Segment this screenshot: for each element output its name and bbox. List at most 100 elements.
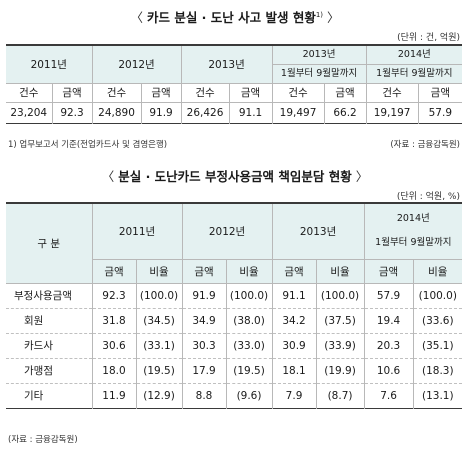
- table1-col-count-2011: 건수: [6, 82, 52, 102]
- table2-cell: (8.7): [315, 382, 365, 408]
- table2-cell: 8.8: [181, 382, 227, 408]
- table1-title-footnote-mark: 1): [315, 10, 324, 19]
- table2-cell: 7.9: [271, 382, 317, 408]
- table1-year-2013: 2013년: [180, 44, 273, 83]
- table2-cell: (38.0): [225, 307, 273, 333]
- table2-cell: 7.6: [363, 382, 414, 408]
- table2-col-ratio-2011: 비율: [135, 258, 183, 283]
- table2-cell: 57.9: [363, 282, 414, 308]
- table2-cell: (18.3): [412, 357, 463, 383]
- table2-cell: (100.0): [135, 282, 183, 308]
- table2-year-2014-partial-period: 1월부터 9월말까지: [375, 237, 452, 249]
- table2-cell: (13.1): [412, 382, 463, 408]
- left-angle-icon: 〈: [101, 169, 115, 184]
- table2-cell: (35.1): [412, 332, 463, 358]
- table2-col-ratio-2012: 비율: [225, 258, 273, 283]
- table2-year-2014-partial-year: 2014년: [396, 213, 430, 225]
- table1-year-2014-partial-period: 1월부터 9월말까지: [367, 63, 463, 81]
- table2-cell: (19.5): [135, 357, 183, 383]
- table2-cell: 10.6: [363, 357, 414, 383]
- table2-cell: (19.5): [225, 357, 273, 383]
- table2-cell: 92.3: [91, 282, 136, 308]
- table2-cell: 18.1: [271, 357, 317, 383]
- table1-col-amount-2014p: 금액: [417, 82, 463, 102]
- table2-cell: 30.3: [181, 332, 227, 358]
- table2-cell: (100.0): [225, 282, 273, 308]
- table1-col-count-2013p: 건수: [271, 82, 325, 102]
- table2-cell: (37.5): [315, 307, 365, 333]
- table2-cell: 30.9: [271, 332, 317, 358]
- table2-cell: 34.9: [181, 307, 227, 333]
- table1-cell: 91.9: [140, 101, 182, 123]
- table2-cell: (33.1): [135, 332, 183, 358]
- table1-cell: 23,204: [6, 101, 52, 123]
- table1-col-amount-2011: 금액: [51, 82, 93, 102]
- table2-liability-share: 구 분 2011년 2012년 2013년 2014년 1월부터 9월말까지 금…: [6, 202, 463, 409]
- table2-cell: (100.0): [315, 282, 365, 308]
- table2-title: 〈 분실 · 도난카드 부정사용금액 책임분담 현황 〉: [0, 166, 470, 185]
- table1-year-2014-partial-year: 2014년: [397, 48, 431, 60]
- table2-cell: (19.9): [315, 357, 365, 383]
- table2-cell: (12.9): [135, 382, 183, 408]
- table1-year-2014-partial: 2014년 1월부터 9월말까지: [365, 44, 463, 83]
- table2-col-ratio-2014: 비율: [412, 258, 463, 283]
- left-angle-icon: 〈: [130, 10, 143, 25]
- table2-cell: (33.0): [225, 332, 273, 358]
- right-angle-icon: 〉: [355, 169, 369, 184]
- table2-col-amount-2011: 금액: [91, 258, 136, 283]
- table2-cell: 91.1: [271, 282, 317, 308]
- table2-cell: 11.9: [91, 382, 136, 408]
- table1-cell: 91.1: [228, 101, 273, 123]
- table2-row-label: 가맹점: [6, 357, 92, 383]
- table1-col-amount-2012: 금액: [140, 82, 182, 102]
- table2-source: (자료 : 금융감독원): [8, 435, 78, 445]
- table1-source: (자료 : 금융감독원): [390, 140, 460, 150]
- table2-year-2014-partial: 2014년 1월부터 9월말까지: [363, 202, 463, 259]
- table2-cell: (9.6): [225, 382, 273, 408]
- table2-cell: 91.9: [181, 282, 227, 308]
- table2-cell: 20.3: [363, 332, 414, 358]
- table1-unit: (단위 : 건, 억원): [397, 33, 460, 43]
- table1-title-text: 카드 분실 · 도난 사고 발생 현황: [146, 10, 316, 25]
- table2-header-label: 구 분: [6, 202, 92, 283]
- table1-cell: 92.3: [51, 101, 93, 123]
- table2-cell: 31.8: [91, 307, 136, 333]
- table1-col-count-2014p: 건수: [365, 82, 419, 102]
- table1-cell: 19,197: [365, 101, 419, 123]
- table2-col-amount-2012: 금액: [181, 258, 227, 283]
- table2-year-2012: 2012년: [181, 202, 273, 259]
- table2-cell: 30.6: [91, 332, 136, 358]
- table2-cell: 18.0: [91, 357, 136, 383]
- table2-cell: 19.4: [363, 307, 414, 333]
- table2-row-label: 카드사: [6, 332, 92, 358]
- table1-cell: 19,497: [271, 101, 325, 123]
- table2-cell: (33.9): [315, 332, 365, 358]
- table1-col-count-2012: 건수: [91, 82, 142, 102]
- table1-col-count-2013: 건수: [180, 82, 230, 102]
- table1-year-2013-partial-year: 2013년: [302, 48, 336, 60]
- table2-row-label: 회원: [6, 307, 92, 333]
- table1-footnote: 1) 업무보고서 기준(전업카드사 및 겸영은행): [8, 140, 168, 150]
- table1-col-amount-2013: 금액: [228, 82, 273, 102]
- table1-year-2012: 2012년: [91, 44, 182, 83]
- table1-year-2013-partial: 2013년 1월부터 9월말까지: [271, 44, 367, 83]
- table1-cell: 24,890: [91, 101, 142, 123]
- table1-year-2011: 2011년: [6, 44, 93, 83]
- table2-cell: (34.5): [135, 307, 183, 333]
- table2-col-amount-2013: 금액: [271, 258, 317, 283]
- table2-year-2011: 2011년: [91, 202, 183, 259]
- table1-cell: 66.2: [323, 101, 367, 123]
- table1-accident-stats: 2011년 2012년 2013년 2013년 1월부터 9월말까지 2014년…: [6, 44, 463, 124]
- table1-col-amount-2013p: 금액: [323, 82, 367, 102]
- table1-year-2013-partial-period: 1월부터 9월말까지: [273, 63, 366, 81]
- table2-title-text: 분실 · 도난카드 부정사용금액 책임분담 현황: [118, 169, 352, 184]
- table2-cell: (33.6): [412, 307, 463, 333]
- table2-year-2013: 2013년: [271, 202, 365, 259]
- table2-col-amount-2014: 금액: [363, 258, 414, 283]
- table2-cell: 17.9: [181, 357, 227, 383]
- table1-title: 〈 카드 분실 · 도난 사고 발생 현황1) 〉: [0, 7, 470, 26]
- table2-unit: (단위 : 억원, %): [396, 192, 460, 202]
- table1-cell: 57.9: [417, 101, 463, 123]
- table2-row-label: 부정사용금액: [6, 282, 92, 308]
- right-angle-icon: 〉: [327, 10, 340, 25]
